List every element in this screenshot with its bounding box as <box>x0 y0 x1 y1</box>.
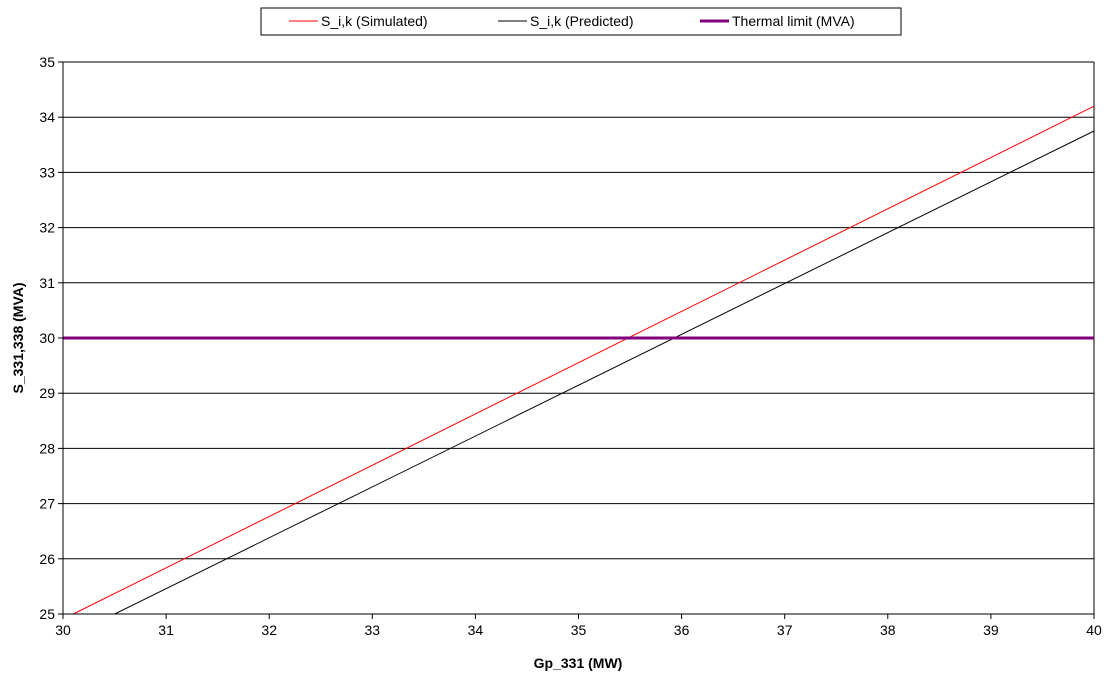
x-tick-label-35: 35 <box>571 622 587 638</box>
series-line-simulated <box>73 105 1095 615</box>
x-tick-label-39: 39 <box>983 622 999 638</box>
y-tick-label-31: 31 <box>39 275 55 291</box>
x-ticks: 30 31 32 33 34 35 36 37 38 39 40 <box>55 614 1102 638</box>
y-tick-label-27: 27 <box>39 496 55 512</box>
series-lines <box>63 105 1095 615</box>
y-tick-label-30: 30 <box>39 330 55 346</box>
legend-label-thermal-limit: Thermal limit (MVA) <box>732 13 855 29</box>
y-tick-label-33: 33 <box>39 164 55 180</box>
x-tick-label-32: 32 <box>261 622 277 638</box>
y-tick-label-25: 25 <box>39 606 55 622</box>
x-tick-label-36: 36 <box>674 622 690 638</box>
legend-label-simulated: S_i,k (Simulated) <box>321 13 428 29</box>
x-tick-label-33: 33 <box>365 622 381 638</box>
y-axis-title: S_331,338 (MVA) <box>10 282 26 393</box>
x-tick-label-37: 37 <box>777 622 793 638</box>
x-tick-label-38: 38 <box>880 622 896 638</box>
legend-label-predicted: S_i,k (Predicted) <box>530 13 633 29</box>
x-tick-label-40: 40 <box>1086 622 1102 638</box>
x-tick-label-34: 34 <box>468 622 484 638</box>
legend: S_i,k (Simulated) S_i,k (Predicted) Ther… <box>260 7 902 36</box>
y-ticks: 25 26 27 28 29 30 31 32 33 34 35 <box>39 54 63 622</box>
x-axis-title: Gp_331 (MW) <box>534 655 623 671</box>
y-tick-label-34: 34 <box>39 109 55 125</box>
legend-box <box>260 7 902 36</box>
y-tick-label-32: 32 <box>39 220 55 236</box>
y-tick-label-26: 26 <box>39 551 55 567</box>
y-tick-label-28: 28 <box>39 440 55 456</box>
y-tick-label-35: 35 <box>39 54 55 70</box>
y-tick-label-29: 29 <box>39 385 55 401</box>
series-line-predicted <box>114 130 1095 615</box>
x-tick-label-31: 31 <box>158 622 174 638</box>
x-tick-label-30: 30 <box>55 622 71 638</box>
